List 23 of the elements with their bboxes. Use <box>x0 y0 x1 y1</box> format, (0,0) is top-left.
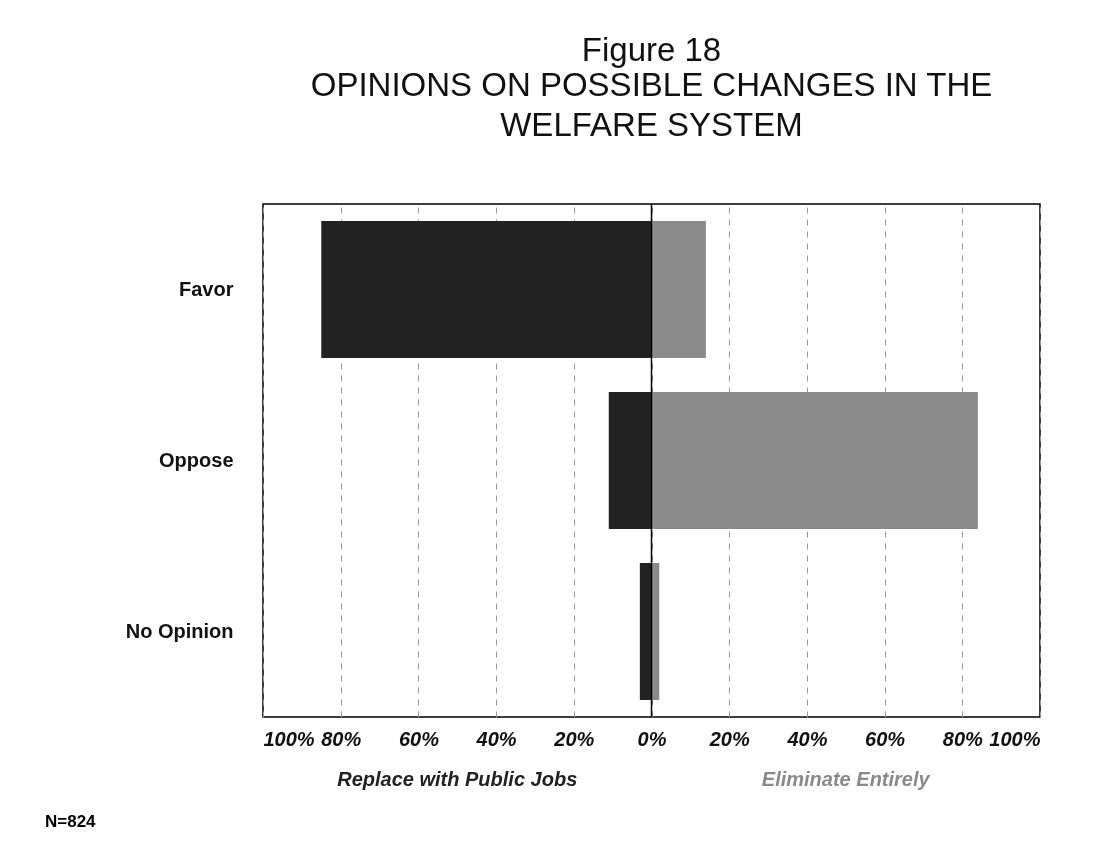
x-tick-label: 40% <box>475 727 517 750</box>
bar <box>651 392 978 529</box>
x-tick-label: 60% <box>865 727 906 750</box>
text: N=824 <box>45 812 96 832</box>
bar <box>651 221 706 358</box>
y-tick-label: No Opinion <box>125 619 234 642</box>
y-tick-label: Oppose <box>159 448 234 471</box>
x-tick-label: 80% <box>942 727 984 750</box>
bar <box>639 563 652 700</box>
x-tick-label: 20% <box>708 727 750 750</box>
x-tick-label: 100% <box>263 727 315 750</box>
x-tick-label: 20% <box>553 727 595 750</box>
x-tick-label: 100% <box>989 727 1041 750</box>
text: Replace with Public Jobs <box>337 767 578 790</box>
chart-title: Figure 18 <box>581 31 722 69</box>
bar <box>321 221 652 358</box>
x-tick-label: 80% <box>321 727 362 750</box>
x-tick-label: 0% <box>637 727 667 750</box>
y-tick-label: Favor <box>179 277 234 300</box>
bar <box>608 392 652 529</box>
x-tick-label: 40% <box>786 727 828 750</box>
x-tick-label: 60% <box>398 727 440 750</box>
text: Eliminate Entirely <box>761 767 931 790</box>
